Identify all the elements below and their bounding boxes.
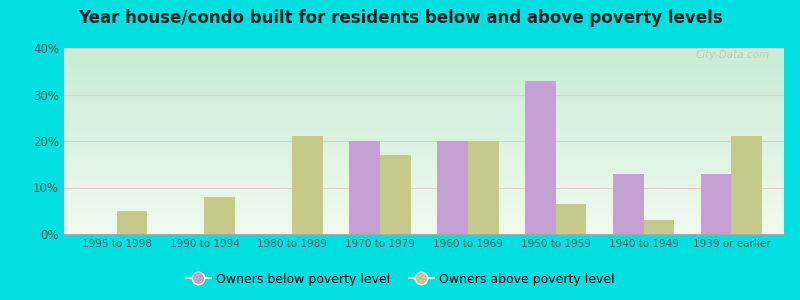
- Bar: [292, 136, 323, 234]
- Text: City-Data.com: City-Data.com: [695, 50, 770, 60]
- Bar: [613, 173, 643, 234]
- Bar: [380, 155, 411, 234]
- Legend: Owners below poverty level, Owners above poverty level: Owners below poverty level, Owners above…: [181, 268, 619, 291]
- Bar: [731, 136, 762, 234]
- Bar: [701, 173, 731, 234]
- Bar: [556, 204, 586, 234]
- Bar: [643, 220, 674, 234]
- Bar: [437, 141, 468, 234]
- Bar: [468, 141, 498, 234]
- Bar: [117, 211, 147, 234]
- Bar: [205, 197, 235, 234]
- Text: Year house/condo built for residents below and above poverty levels: Year house/condo built for residents bel…: [78, 9, 722, 27]
- Bar: [525, 80, 556, 234]
- Bar: [350, 141, 380, 234]
